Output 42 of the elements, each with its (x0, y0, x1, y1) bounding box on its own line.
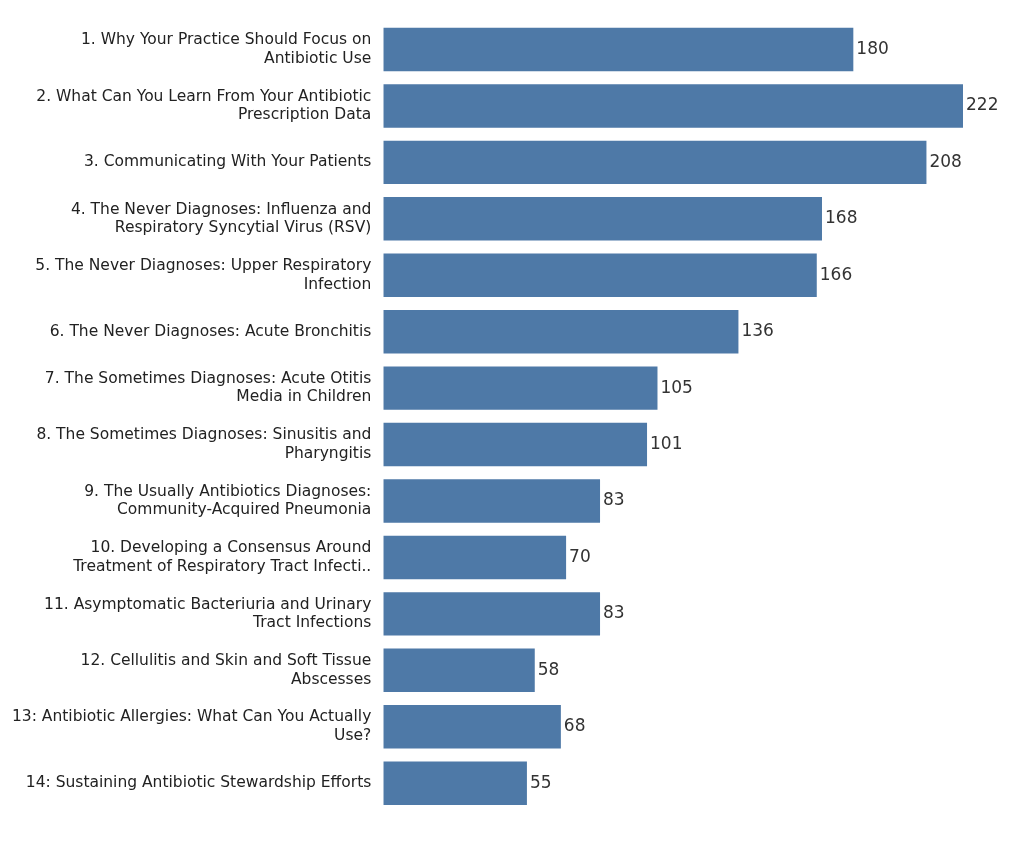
y-tick-label: 3. Communicating With Your Patients (83, 152, 372, 171)
bar (383, 84, 963, 128)
y-tick-label: 9. The Usually Antibiotics Diagnoses: Community-Acquired Pneumonia (84, 481, 372, 519)
y-tick-label: 11. Asymptomatic Bacteriuria and Urinary Tract Infections (44, 594, 372, 632)
data-label: 136 (741, 320, 774, 341)
y-tick-label: 14: Sustaining Antibiotic Stewardship Efforts (25, 773, 372, 792)
bar (383, 27, 854, 72)
bar (383, 761, 527, 805)
bar (383, 705, 561, 749)
data-label: 208 (929, 150, 962, 171)
bar (383, 535, 567, 580)
data-label: 105 (660, 376, 693, 397)
bar (383, 366, 658, 410)
y-tick-label: 2. What Can You Learn From Your Antibiotic Prescription Data (36, 86, 372, 124)
bar (383, 140, 927, 185)
data-label: 68 (563, 715, 586, 736)
y-tick-label: 1. Why Your Practice Should Focus on Antibiotic Use (80, 30, 372, 67)
bar (383, 592, 601, 636)
data-label: 58 (537, 658, 560, 679)
y-tick-label: 10. Developing a Consensus Around Treatment of Respiratory Tract Infecti.. (72, 538, 372, 575)
y-tick-label: 8. The Sometimes Diagnoses: Sinusitis and Pharyngitis (36, 425, 372, 462)
y-tick-label: 6. The Never Diagnoses: Acute Bronchitis (49, 321, 372, 340)
y-tick-label: 7. The Sometimes Diagnoses: Acute Otitis Media in Children (44, 368, 372, 406)
data-label: 70 (569, 545, 591, 566)
data-label: 222 (966, 94, 999, 115)
data-label: 83 (603, 602, 625, 623)
bar (383, 422, 648, 467)
data-label: 166 (819, 263, 853, 284)
y-tick-label: 13: Antibiotic Allergies: What Can You Actually Use? (12, 707, 372, 745)
data-label: 83 (603, 489, 625, 510)
data-label: 55 (529, 771, 552, 792)
bar (383, 253, 817, 297)
bar (383, 479, 601, 523)
y-tick-label: 4. The Never Diagnoses: Influenza and Respiratory Syncytial Virus (RSV) (70, 199, 372, 237)
y-tick-label: 12. Cellulitis and Skin and Soft Tissue Abscesses (80, 651, 372, 688)
data-label: 168 (824, 207, 858, 228)
bar (383, 648, 535, 693)
data-label: 101 (650, 432, 683, 453)
bar (383, 197, 822, 241)
y-tick-label: 5. The Never Diagnoses: Upper Respiratory Infection (35, 255, 372, 293)
bar (383, 309, 739, 354)
data-label: 180 (856, 37, 889, 58)
